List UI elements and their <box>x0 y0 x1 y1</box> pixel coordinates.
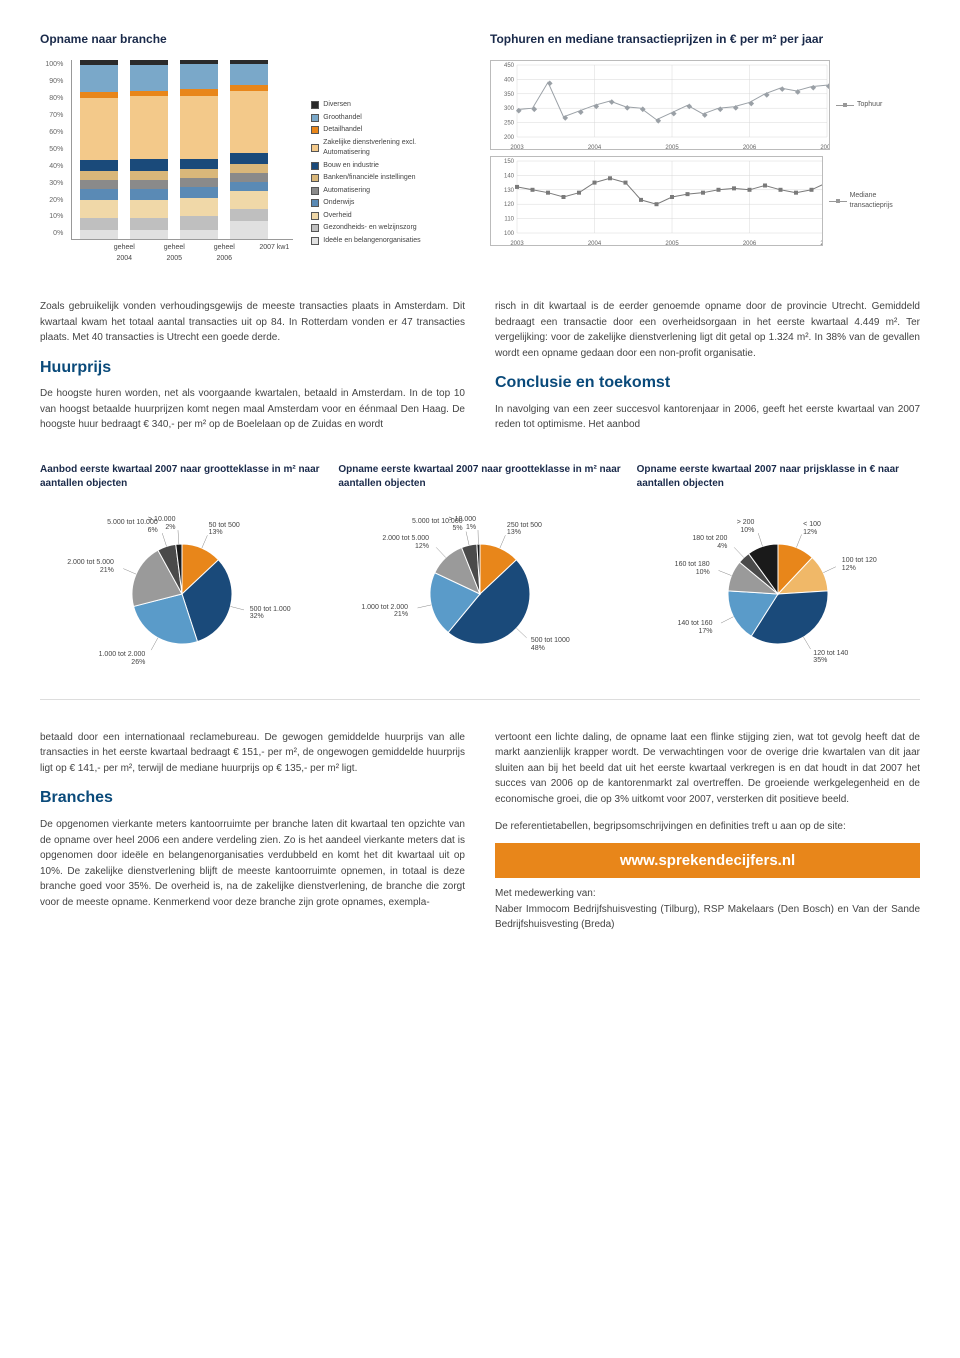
text-block-1: Zoals gebruikelijk vonden verhoudingsgew… <box>40 299 920 433</box>
top-charts-row: Opname naar branche 100%90%80%70%60%50%4… <box>40 30 920 264</box>
legend-label: Tophuur <box>857 100 882 111</box>
svg-text:400: 400 <box>504 77 515 83</box>
text-column-left: Zoals gebruikelijk vonden verhoudingsgew… <box>40 299 465 433</box>
svg-text:2007: 2007 <box>820 241 823 246</box>
svg-text:2003: 2003 <box>510 241 524 246</box>
svg-text:250: 250 <box>504 121 515 127</box>
svg-text:2003: 2003 <box>510 145 524 150</box>
paragraph: In navolging van een zeer succesvol kant… <box>495 402 920 433</box>
pie-title: Opname eerste kwartaal 2007 naar prijskl… <box>637 463 920 491</box>
heading-branches: Branches <box>40 786 465 811</box>
svg-text:140: 140 <box>504 173 515 179</box>
heading-huurprijs: Huurprijs <box>40 356 465 381</box>
paragraph: Naber Immocom Bedrijfshuisvesting (Tilbu… <box>495 902 920 933</box>
heading-conclusie: Conclusie en toekomst <box>495 371 920 396</box>
pie-area: < 10012%100 tot 12012%120 tot 14035%140 … <box>637 509 920 679</box>
pie-area: 250 tot 50013%500 tot 100048%1.000 tot 2… <box>338 509 621 679</box>
paragraph: De hoogste huren worden, net als voorgaa… <box>40 386 465 433</box>
legend-label: Mediane transactieprijs <box>850 191 920 212</box>
chart-title: Opname naar branche <box>40 30 460 48</box>
svg-text:130: 130 <box>504 188 515 194</box>
x-labels: geheel 2004geheel 2005geheel 20062007 kw… <box>71 243 293 264</box>
mediane-line-chart: 100 110 120 130 140 150 2003 2004 2005 2006 2007 <box>490 156 823 246</box>
text-column-left: betaald door een internationaal reclameb… <box>40 730 465 933</box>
svg-text:150: 150 <box>504 159 515 165</box>
svg-text:2004: 2004 <box>588 145 602 150</box>
paragraph: vertoont een lichte daling, de opname la… <box>495 730 920 808</box>
svg-text:2006: 2006 <box>743 241 757 246</box>
pie-area: 50 tot 50013%500 tot 1.00032%1.000 tot 2… <box>40 509 323 679</box>
pie-charts-row: Aanbod eerste kwartaal 2007 naar grootte… <box>40 463 920 700</box>
stacked-bar-chart: Opname naar branche 100%90%80%70%60%50%4… <box>40 30 460 264</box>
svg-text:2005: 2005 <box>665 145 679 150</box>
paragraph: Zoals gebruikelijk vonden verhoudingsgew… <box>40 299 465 346</box>
paragraph: De referentietabellen, begripsomschrijvi… <box>495 819 920 835</box>
line-charts-block: Tophuren en mediane transactieprijzen in… <box>490 30 920 264</box>
legend: Mediane transactieprijs <box>829 191 920 212</box>
pie-chart-opname-prijs: Opname eerste kwartaal 2007 naar prijskl… <box>637 463 920 679</box>
chart-title: Tophuren en mediane transactieprijzen in… <box>490 30 920 48</box>
y-axis: 100%90%80%70%60%50%40%30%20%10%0% <box>40 60 63 240</box>
legend: DiversenGroothandelDetailhandelZakelijke… <box>311 60 460 264</box>
paragraph: betaald door een internationaal reclameb… <box>40 730 465 777</box>
text-block-2: betaald door een internationaal reclameb… <box>40 730 920 933</box>
svg-text:300: 300 <box>504 106 515 112</box>
website-banner[interactable]: www.sprekendecijfers.nl <box>495 843 920 878</box>
pie-chart-opname-grootte: Opname eerste kwartaal 2007 naar grootte… <box>338 463 621 679</box>
svg-text:450: 450 <box>504 63 515 69</box>
svg-text:200: 200 <box>504 135 515 141</box>
pie-chart-aanbod-grootte: Aanbod eerste kwartaal 2007 naar grootte… <box>40 463 323 679</box>
legend: Tophuur <box>836 100 882 111</box>
paragraph: risch in dit kwartaal is de eerder genoe… <box>495 299 920 361</box>
svg-text:2007: 2007 <box>820 145 830 150</box>
pie-title: Aanbod eerste kwartaal 2007 naar grootte… <box>40 463 323 491</box>
svg-text:120: 120 <box>504 202 515 208</box>
stacked-bars <box>71 60 293 240</box>
svg-text:350: 350 <box>504 92 515 98</box>
paragraph: Met medewerking van: <box>495 886 920 902</box>
tophuur-line-chart: 200 250 300 350 400 450 2003 2004 2005 2006 2007 <box>490 60 830 150</box>
svg-text:110: 110 <box>504 217 514 223</box>
svg-text:2005: 2005 <box>665 241 679 246</box>
svg-text:100: 100 <box>504 231 515 237</box>
text-column-right: risch in dit kwartaal is de eerder genoe… <box>495 299 920 433</box>
svg-text:2006: 2006 <box>743 145 757 150</box>
text-column-right: vertoont een lichte daling, de opname la… <box>495 730 920 933</box>
paragraph: De opgenomen vierkante meters kantoorrui… <box>40 817 465 910</box>
svg-text:2004: 2004 <box>588 241 602 246</box>
pie-title: Opname eerste kwartaal 2007 naar grootte… <box>338 463 621 491</box>
